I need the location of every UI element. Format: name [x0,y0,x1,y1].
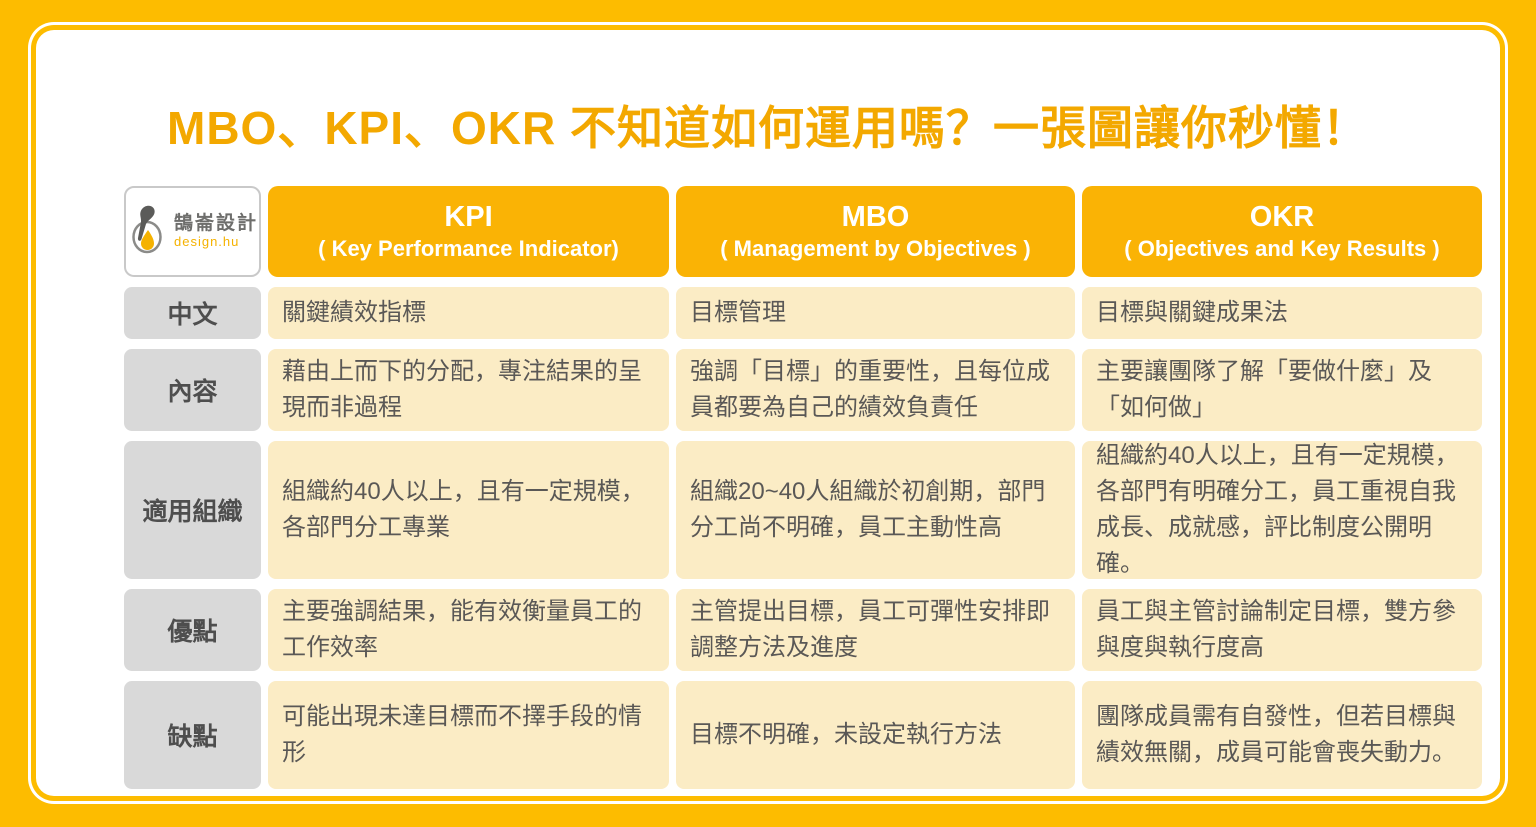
row-label-advantages: 優點 [124,589,261,671]
cell-content-kpi: 藉由上而下的分配，專注結果的呈現而非過程 [268,349,669,431]
column-header-okr: OKR ( Objectives and Key Results ) [1082,186,1482,277]
cell-chinese-okr: 目標與關鍵成果法 [1082,287,1482,339]
cell-content-mbo: 強調「目標」的重要性，且每位成員都要為自己的績效負責任 [676,349,1075,431]
column-fullname: ( Key Performance Indicator) [318,236,619,262]
cell-chinese-kpi: 關鍵績效指標 [268,287,669,339]
row-label-disadvantages: 缺點 [124,681,261,789]
row-label-chinese: 中文 [124,287,261,339]
column-header-kpi: KPI ( Key Performance Indicator) [268,186,669,277]
column-fullname: ( Objectives and Key Results ) [1124,236,1440,262]
cell-chinese-mbo: 目標管理 [676,287,1075,339]
page-title: MBO、KPI、OKR 不知道如何運用嗎？一張圖讓你秒懂！ [167,102,1369,154]
column-abbr: KPI [444,201,493,234]
column-header-mbo: MBO ( Management by Objectives ) [676,186,1075,277]
cell-content-okr: 主要讓團隊了解「要做什麼」及「如何做」 [1082,349,1482,431]
row-label-applicable-org: 適用組織 [124,441,261,579]
brand-logo: 鵠崙設計 design.hu [124,186,261,277]
row-label-content: 內容 [124,349,261,431]
column-abbr: MBO [841,201,910,234]
cell-advantage-mbo: 主管提出目標，員工可彈性安排即調整方法及進度 [676,589,1075,671]
column-fullname: ( Management by Objectives ) [720,236,1031,262]
cell-disadvantage-kpi: 可能出現未達目標而不擇手段的情形 [268,681,669,789]
logo-text: 鵠崙設計 design.hu [173,212,258,249]
cell-org-okr: 組織約40人以上，且有一定規模，各部門有明確分工，員工重視自我成長、成就感，評比… [1082,441,1482,579]
cell-advantage-kpi: 主要強調結果，能有效衡量員工的工作效率 [268,589,669,671]
cell-disadvantage-mbo: 目標不明確，未設定執行方法 [676,681,1075,789]
logo-subtitle: design.hu [173,233,240,249]
swan-logo-icon [127,203,167,260]
cell-advantage-okr: 員工與主管討論制定目標，雙方參與度與執行度高 [1082,589,1482,671]
cell-disadvantage-okr: 團隊成員需有自發性，但若目標與績效無關，成員可能會喪失動力。 [1082,681,1482,789]
logo-name: 鵠崙設計 [173,212,258,234]
infographic-card: MBO、KPI、OKR 不知道如何運用嗎？一張圖讓你秒懂！ 鵠崙設計 desig… [36,30,1500,796]
column-abbr: OKR [1249,201,1315,234]
comparison-table: 鵠崙設計 design.hu KPI ( Key Performance Ind… [124,186,1482,789]
cell-org-mbo: 組織20~40人組織於初創期，部門分工尚不明確，員工主動性高 [676,441,1075,579]
cell-org-kpi: 組織約40人以上，且有一定規模，各部門分工專業 [268,441,669,579]
